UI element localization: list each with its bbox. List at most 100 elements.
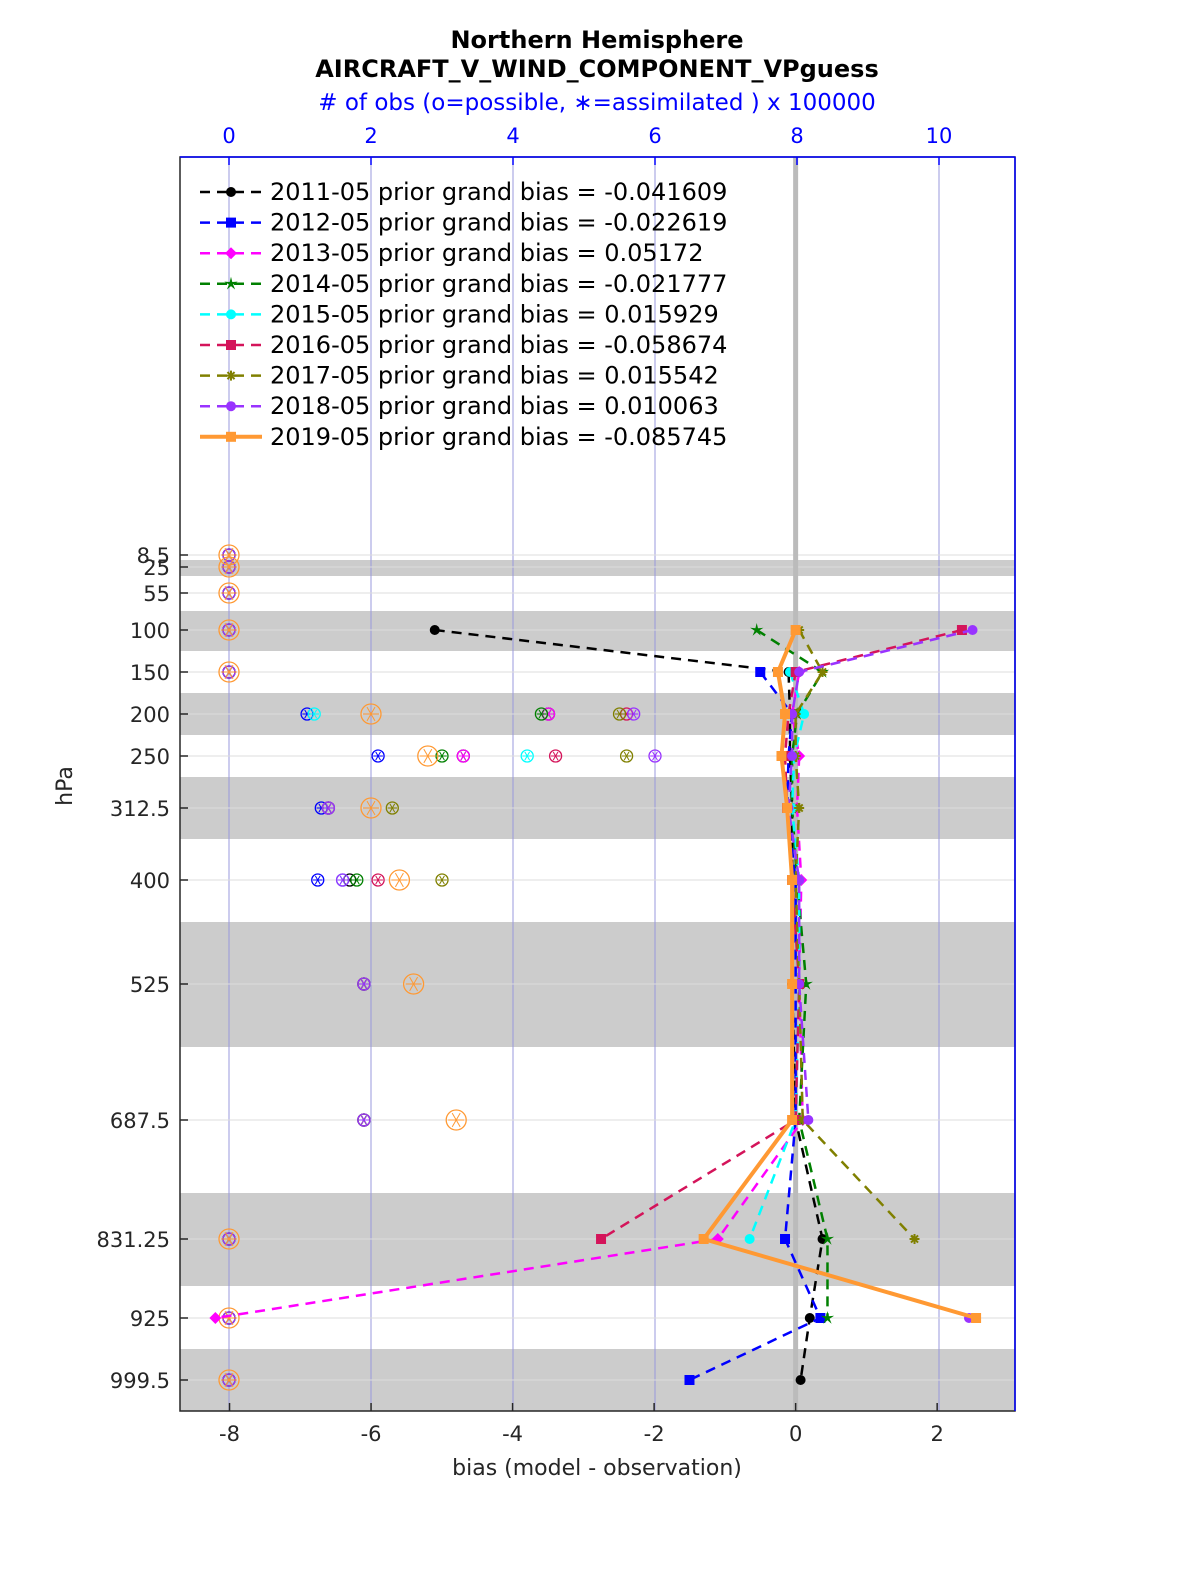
series-line bbox=[688, 671, 823, 1382]
obs-possible-marker bbox=[357, 1113, 371, 1127]
obs-assimilated-marker bbox=[373, 751, 383, 761]
obs-possible-marker bbox=[360, 703, 382, 725]
obs-possible-marker bbox=[456, 749, 470, 763]
obs-assimilated-marker bbox=[352, 875, 362, 885]
x-tick-label: -6 bbox=[361, 1422, 382, 1446]
obs-possible-marker bbox=[218, 556, 240, 578]
obs-assimilated-marker bbox=[221, 559, 237, 575]
data-point bbox=[772, 667, 783, 677]
obs-possible-marker bbox=[417, 745, 439, 767]
obs-possible-marker bbox=[402, 973, 425, 995]
data-point bbox=[226, 370, 236, 381]
obs-possible-marker bbox=[445, 1109, 467, 1131]
legend-label: 2012-05 prior grand bias = -0.022619 bbox=[270, 209, 727, 237]
obs-assimilated-marker bbox=[312, 875, 323, 885]
data-point bbox=[787, 751, 798, 761]
obs-assimilated-marker bbox=[309, 709, 319, 719]
legend-label: 2015-05 prior grand bias = 0.015929 bbox=[270, 300, 719, 328]
series-2019-05 bbox=[698, 625, 982, 1323]
obs-possible-marker bbox=[218, 619, 240, 641]
data-point bbox=[780, 709, 791, 719]
data-point bbox=[787, 1115, 798, 1125]
chart-subtitle: AIRCRAFT_V_WIND_COMPONENT_VPguess bbox=[315, 55, 879, 83]
legend-label: 2011-05 prior grand bias = -0.041609 bbox=[270, 178, 727, 206]
data-point bbox=[799, 977, 813, 990]
obs-possible-marker bbox=[534, 707, 549, 721]
obs-assimilated-marker bbox=[221, 622, 237, 638]
data-point bbox=[698, 1234, 709, 1244]
obs-assimilated-marker bbox=[522, 751, 532, 761]
obs-possible-marker bbox=[371, 873, 385, 887]
y-tick-label: 200 bbox=[130, 703, 170, 727]
obs-possible-marker bbox=[307, 707, 321, 721]
top-tick-label: 4 bbox=[506, 124, 519, 148]
data-point bbox=[790, 625, 801, 635]
legend-entry: 2015-05 prior grand bias = 0.015929 bbox=[200, 300, 719, 328]
data-point bbox=[909, 1234, 920, 1244]
chart-title: Northern Hemisphere bbox=[450, 26, 743, 54]
obs-assimilated-marker bbox=[359, 979, 369, 989]
data-point bbox=[780, 1234, 791, 1244]
data-point bbox=[794, 803, 805, 813]
obs-assimilated-marker bbox=[650, 751, 660, 761]
obs-possible-marker bbox=[218, 544, 240, 566]
data-point bbox=[429, 625, 440, 635]
top-tick-label: 6 bbox=[648, 124, 661, 148]
y-tick-label: 25 bbox=[143, 556, 170, 580]
legend-entry: 2018-05 prior grand bias = 0.010063 bbox=[200, 392, 719, 420]
obs-assimilated-marker bbox=[437, 751, 447, 761]
obs-assimilated-marker bbox=[614, 709, 625, 719]
legend-label: 2019-05 prior grand bias = -0.085745 bbox=[270, 423, 727, 451]
data-point bbox=[225, 247, 237, 260]
data-point bbox=[787, 979, 798, 989]
obs-possible-marker bbox=[360, 797, 382, 819]
data-point bbox=[226, 187, 236, 197]
obs-assimilated-marker bbox=[363, 800, 379, 816]
obs-possible-marker bbox=[648, 749, 662, 763]
x-tick-label: 2 bbox=[930, 1422, 943, 1446]
obs-possible-marker bbox=[311, 873, 325, 887]
obs-assimilated-marker bbox=[221, 1372, 237, 1388]
obs-assimilated-marker bbox=[337, 875, 348, 885]
top-axis-frame bbox=[180, 156, 1016, 1411]
obs-assimilated-marker bbox=[419, 748, 436, 764]
top-x-ticks: 0 2 4 6 8 10 bbox=[222, 124, 952, 165]
obs-assimilated-marker bbox=[221, 664, 237, 680]
obs-assimilated-marker bbox=[221, 547, 237, 563]
obs-possible-marker bbox=[435, 749, 449, 763]
obs-assimilated-marker bbox=[458, 751, 469, 761]
data-point bbox=[226, 309, 236, 320]
bottom-x-ticks: -8 -6 -4 -2 0 2 bbox=[219, 1403, 944, 1446]
top-tick-label: 10 bbox=[926, 124, 953, 148]
data-point bbox=[226, 217, 236, 228]
data-point bbox=[226, 431, 236, 442]
y-tick-label: 925 bbox=[130, 1307, 170, 1331]
x-axis-label: bias (model - observation) bbox=[452, 1456, 742, 1481]
legend-entry: 2017-05 prior grand bias = 0.015542 bbox=[200, 362, 719, 390]
top-tick-label: 2 bbox=[364, 124, 377, 148]
obs-possible-marker bbox=[627, 707, 641, 721]
legend-label: 2017-05 prior grand bias = 0.015542 bbox=[270, 362, 719, 390]
obs-assimilated-marker bbox=[550, 751, 561, 761]
data-point bbox=[226, 401, 236, 412]
legend-entry: 2012-05 prior grand bias = -0.022619 bbox=[200, 209, 727, 237]
legend-entry: 2011-05 prior grand bias = -0.041609 bbox=[200, 178, 727, 206]
obs-possible-marker bbox=[218, 1369, 240, 1391]
data-point bbox=[794, 667, 805, 677]
data-point bbox=[799, 709, 810, 719]
obs-possible-marker bbox=[520, 749, 534, 763]
obs-assimilated-marker bbox=[391, 872, 408, 888]
bias-series bbox=[209, 623, 982, 1385]
obs-assimilated-marker bbox=[221, 585, 237, 601]
obs-possible-marker bbox=[612, 707, 627, 721]
y-tick-label: 100 bbox=[130, 619, 170, 643]
legend-label: 2014-05 prior grand bias = -0.021777 bbox=[270, 270, 727, 298]
data-point bbox=[967, 625, 978, 635]
data-point bbox=[684, 1375, 695, 1385]
obs-assimilated-marker bbox=[628, 709, 639, 719]
obs-assimilated-marker bbox=[323, 803, 334, 813]
level-bands bbox=[180, 560, 1015, 1411]
y-tick-label: 687.5 bbox=[110, 1109, 170, 1133]
